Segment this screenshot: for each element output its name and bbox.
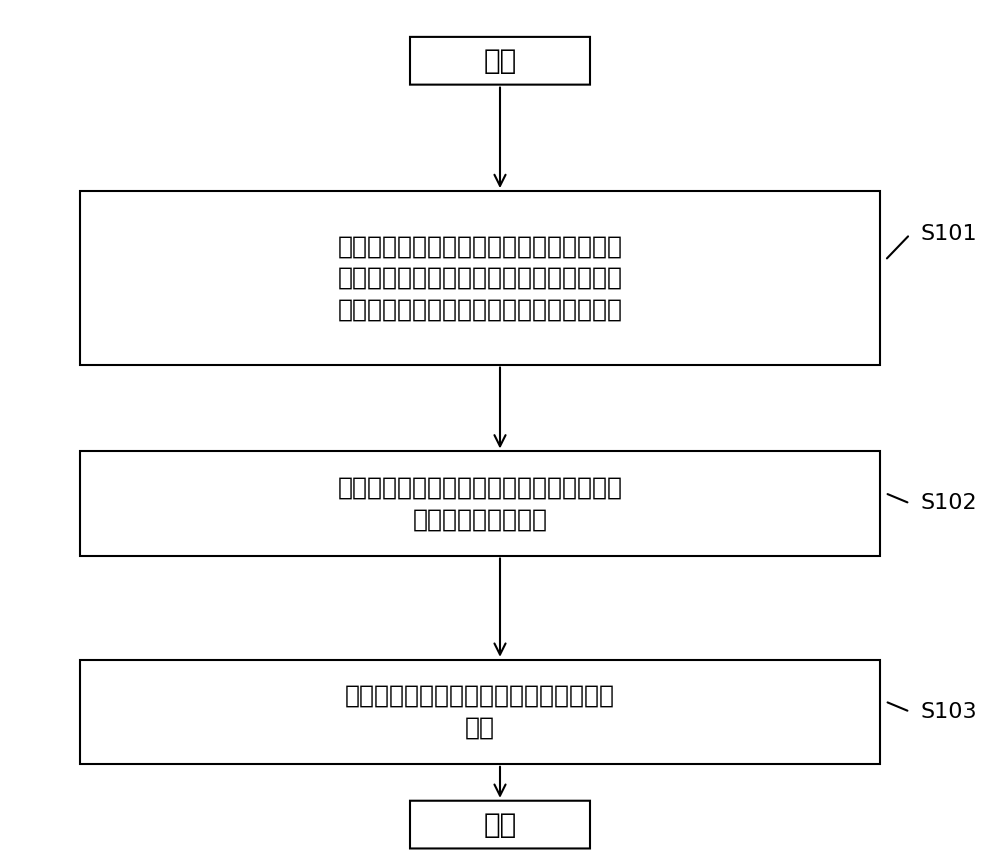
Text: 开始: 开始 bbox=[483, 47, 517, 75]
Text: 结束: 结束 bbox=[483, 811, 517, 838]
Text: S103: S103 bbox=[920, 701, 977, 722]
Text: S101: S101 bbox=[920, 224, 977, 245]
Text: S102: S102 bbox=[920, 493, 977, 514]
Text: 将目标区域微电网划分为主配电网层、微能
源网层和用户层，并分别对主配电网层、微
能源网层和用户层建立对应的优化控制模型: 将目标区域微电网划分为主配电网层、微能 源网层和用户层，并分别对主配电网层、微 … bbox=[338, 234, 622, 321]
Text: 基于优化控制参数控制目标区域微电网的
运行: 基于优化控制参数控制目标区域微电网的 运行 bbox=[345, 684, 615, 740]
FancyBboxPatch shape bbox=[410, 800, 590, 849]
FancyBboxPatch shape bbox=[410, 36, 590, 84]
Bar bbox=[80, 660, 880, 764]
Bar bbox=[80, 451, 880, 556]
Text: 综合求解各优化控制模型，得到目标区域微
电网的优化控制参数: 综合求解各优化控制模型，得到目标区域微 电网的优化控制参数 bbox=[338, 476, 622, 531]
Bar bbox=[80, 191, 880, 365]
